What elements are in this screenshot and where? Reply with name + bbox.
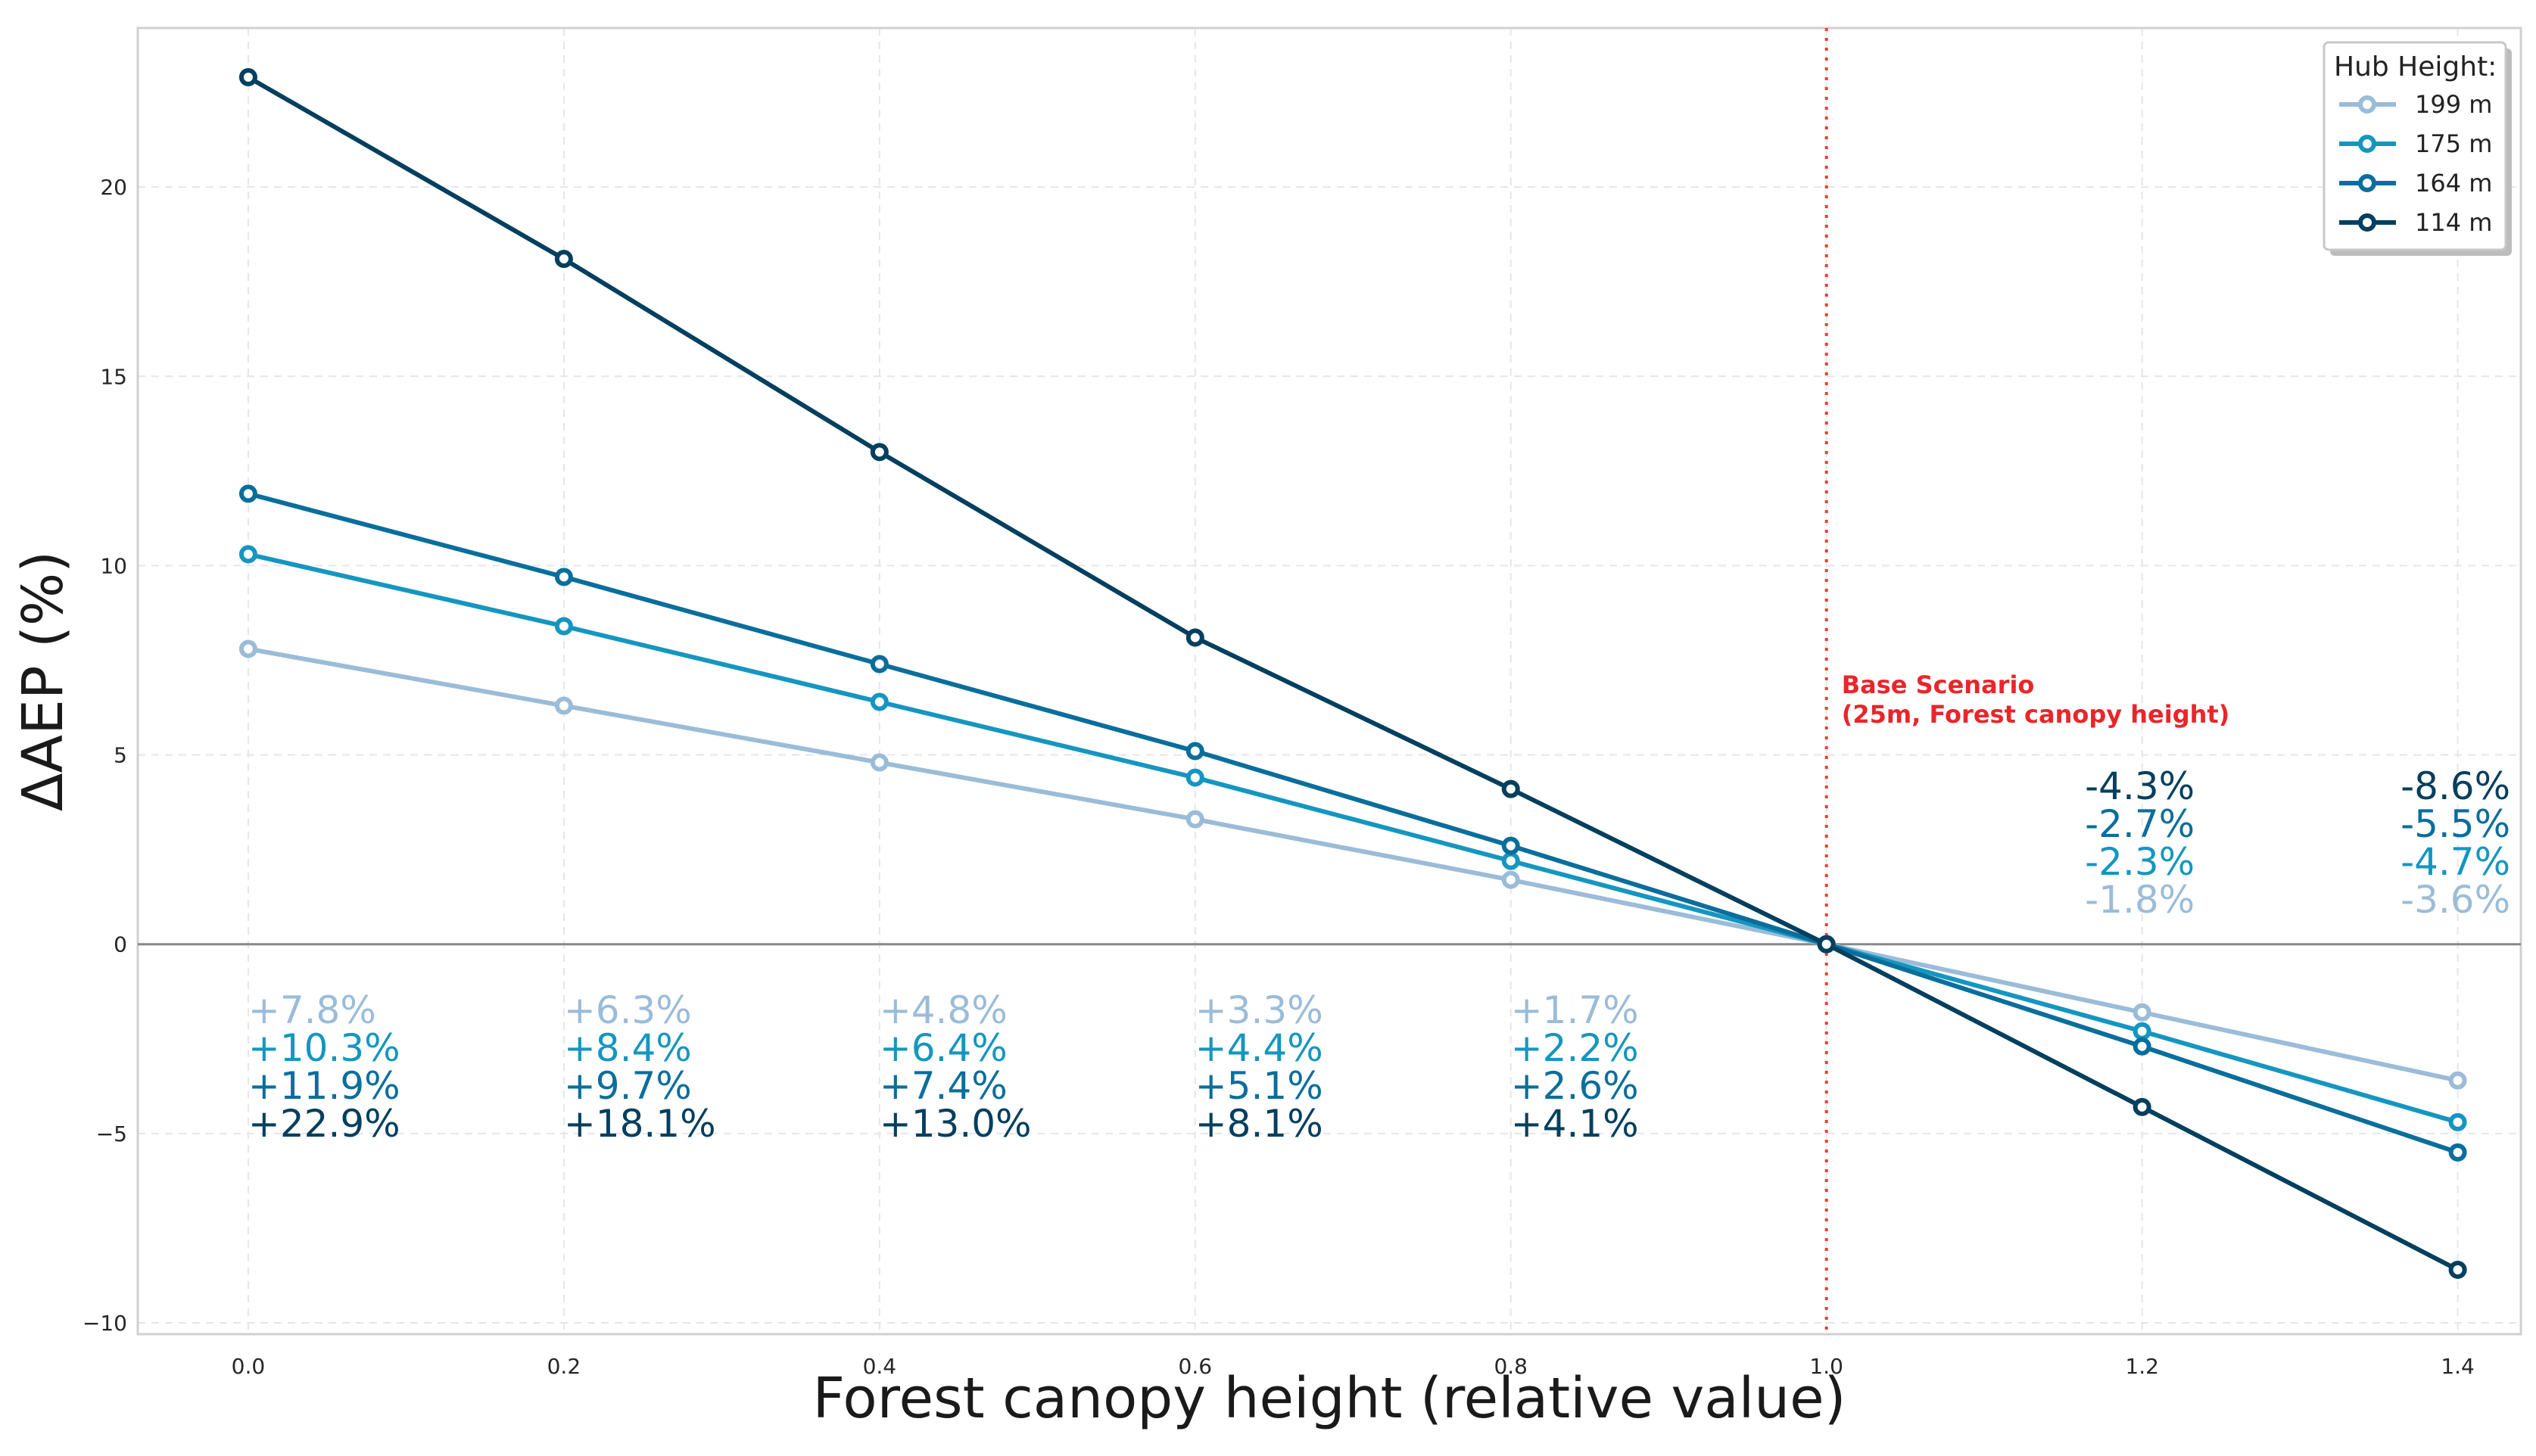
data-point	[554, 696, 573, 715]
legend-swatch-marker	[2358, 135, 2376, 153]
data-point	[2133, 1022, 2151, 1041]
data-label: -5.5%	[2400, 802, 2510, 846]
series	[238, 68, 2467, 1279]
data-label: +22.9%	[248, 1102, 400, 1146]
x-axis-label: Forest canopy height (relative value)	[812, 1366, 1846, 1431]
series-line-1	[248, 552, 2459, 1125]
legend-entry: 175 m	[2415, 129, 2492, 158]
y-tick-label: −5	[96, 1122, 127, 1146]
data-point	[1501, 779, 1520, 798]
data-label: +9.7%	[564, 1064, 692, 1108]
series-line-0	[248, 646, 2459, 1083]
y-axis-label: ΔAEP (%)	[11, 551, 76, 811]
x-tick-label: 0.4	[863, 1354, 897, 1379]
data-label: +4.1%	[1511, 1102, 1639, 1146]
x-tick-label: 0.6	[1179, 1354, 1213, 1379]
data-point	[870, 655, 889, 674]
x-tick-label: 1.0	[1809, 1354, 1843, 1379]
y-tick-label: 5	[114, 743, 127, 768]
data-point	[870, 753, 889, 772]
y-tick-label: 15	[100, 364, 127, 389]
data-point	[1185, 768, 1204, 787]
data-point	[1185, 628, 1204, 647]
legend: Hub Height: 199 m 175 m 164 m 114 m	[2323, 41, 2512, 256]
data-label: +4.4%	[1195, 1026, 1323, 1070]
data-label: +7.8%	[248, 988, 376, 1032]
data-point	[554, 617, 573, 636]
legend-swatch-marker	[2358, 174, 2376, 192]
data-label: +13.0%	[880, 1102, 1032, 1146]
data-point	[2448, 1143, 2467, 1162]
series-line-2	[248, 491, 2459, 1155]
y-tick-label: 0	[114, 932, 127, 957]
data-point	[238, 68, 257, 87]
y-tick-label: 20	[100, 175, 127, 200]
data-point	[554, 568, 573, 586]
data-label: +18.1%	[564, 1102, 716, 1146]
data-label: -2.3%	[2085, 840, 2195, 884]
data-labels: +7.8% +6.3% +4.8% +3.3% +1.7% -1.8% -3.6% +10.3…	[248, 764, 2510, 1146]
legend-entry: 114 m	[2415, 208, 2492, 237]
plot-frame	[136, 26, 2522, 1336]
data-label: +11.9%	[248, 1064, 400, 1108]
data-point	[1501, 836, 1520, 855]
legend-entry: 164 m	[2415, 169, 2492, 198]
x-tick-label: 0.8	[1494, 1354, 1528, 1379]
data-label: +2.6%	[1511, 1064, 1639, 1108]
x-tick-label: 0.2	[547, 1354, 581, 1379]
data-point	[1185, 742, 1204, 761]
data-label: +8.1%	[1195, 1102, 1323, 1146]
data-point	[870, 692, 889, 711]
data-point	[1501, 870, 1520, 889]
data-label: +6.3%	[564, 988, 692, 1032]
data-point	[1817, 935, 1836, 954]
legend-box	[2323, 41, 2507, 251]
y-tick-label: 10	[100, 553, 127, 578]
x-tick-label: 1.4	[2441, 1354, 2475, 1379]
data-point	[2133, 1003, 2151, 1022]
data-label: +8.4%	[564, 1026, 692, 1070]
base-scenario-annotation: Base Scenario	[1842, 670, 2035, 699]
data-label: -1.8%	[2085, 878, 2195, 922]
data-point	[870, 443, 889, 462]
data-label: -3.6%	[2400, 878, 2510, 922]
legend-entry: 199 m	[2415, 90, 2492, 119]
data-point	[2133, 1097, 2151, 1116]
data-point	[1501, 851, 1520, 870]
data-label: +2.2%	[1511, 1026, 1639, 1070]
y-tick-label: −10	[83, 1311, 127, 1336]
data-point	[238, 639, 257, 658]
data-label: +5.1%	[1195, 1064, 1323, 1108]
data-label: -4.3%	[2085, 764, 2195, 808]
legend-title: Hub Height:	[2334, 51, 2497, 82]
data-point	[1185, 810, 1204, 829]
x-tick-label: 0.0	[232, 1354, 266, 1379]
data-point	[2448, 1071, 2467, 1090]
x-tick-label: 1.2	[2125, 1354, 2159, 1379]
data-point	[2133, 1037, 2151, 1056]
legend-swatch-marker	[2358, 95, 2376, 114]
series-line-3	[247, 75, 2459, 1272]
data-label: -4.7%	[2400, 840, 2510, 884]
data-label: +10.3%	[248, 1026, 400, 1070]
base-scenario-subannotation: (25m, Forest canopy height)	[1842, 700, 2230, 729]
data-label: +4.8%	[880, 988, 1008, 1032]
data-point	[2448, 1260, 2467, 1279]
data-label: +3.3%	[1195, 988, 1323, 1032]
data-label: +6.4%	[880, 1026, 1008, 1070]
legend-swatch-marker	[2358, 213, 2376, 232]
data-point	[238, 545, 257, 564]
data-point	[2448, 1112, 2467, 1131]
data-label: -2.7%	[2085, 802, 2195, 846]
data-label: -8.6%	[2400, 764, 2510, 808]
data-point	[554, 250, 573, 269]
data-point	[238, 484, 257, 503]
data-label: +7.4%	[880, 1064, 1008, 1108]
axis-ticks: 0.0 0.2 0.4 0.6 0.8 1.0 1.2 1.4 −10 −5 0 5 10 15 20	[83, 175, 2475, 1379]
data-label: +1.7%	[1511, 988, 1639, 1032]
